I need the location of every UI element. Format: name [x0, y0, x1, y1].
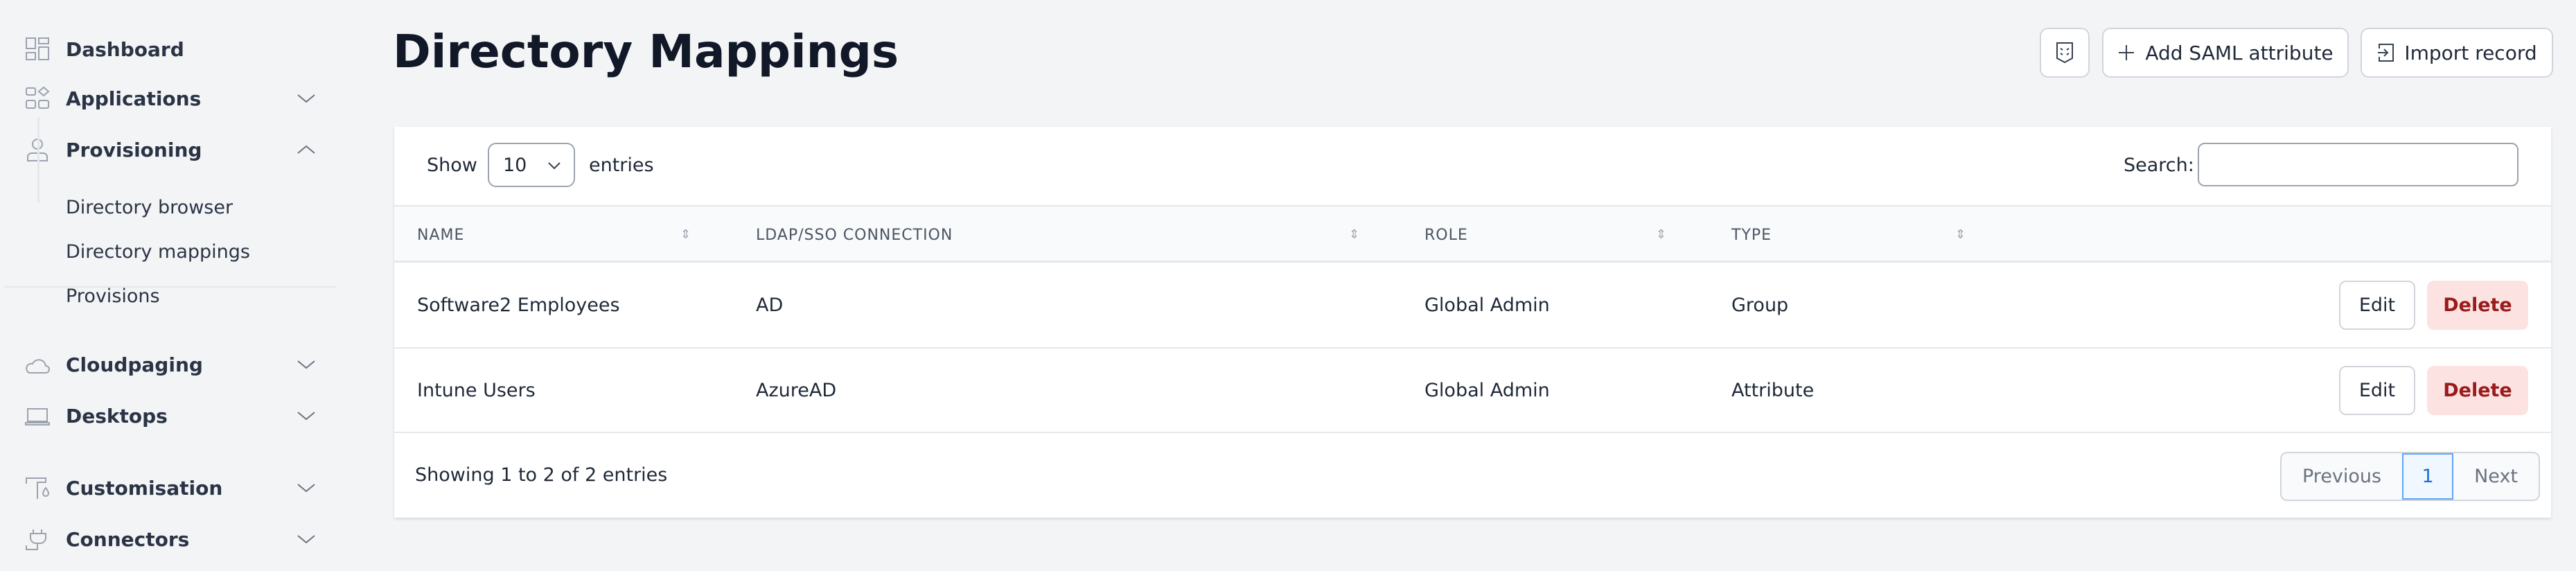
sort-icon[interactable]: ⇕	[1349, 227, 1360, 242]
edit-button[interactable]: Edit	[2339, 366, 2415, 415]
sort-icon[interactable]: ⇕	[1656, 227, 1667, 242]
laptop-icon	[25, 408, 50, 425]
mappings-table-card: Show 10 entries Search: NAME ⇕ LDAP/SSO …	[394, 127, 2551, 518]
entries-select[interactable]: 10	[488, 143, 575, 187]
sidebar-subitem-directory-browser[interactable]: Directory browser	[66, 196, 233, 218]
sort-icon[interactable]: ⇕	[680, 227, 691, 242]
submenu-line	[37, 118, 39, 202]
import-record-button[interactable]: Import record	[2361, 28, 2553, 78]
sidebar-subitem-directory-mappings[interactable]: Directory mappings	[66, 240, 250, 263]
page-1-button[interactable]: 1	[2402, 453, 2454, 500]
table-row: Intune Users AzureAD Global Admin Attrib…	[394, 349, 2551, 433]
column-connection[interactable]: LDAP/SSO CONNECTION	[756, 227, 953, 244]
add-saml-attribute-button[interactable]: Add SAML attribute	[2102, 28, 2349, 78]
cell-type: Attribute	[1731, 379, 1815, 401]
sidebar-item-customisation[interactable]: Customisation	[0, 467, 339, 509]
chevron-down-icon[interactable]	[297, 409, 316, 423]
cell-connection: AD	[756, 294, 784, 316]
table-info: Showing 1 to 2 of 2 entries	[415, 464, 668, 486]
sidebar-item-cloudpaging[interactable]: Cloudpaging	[0, 344, 339, 385]
chevron-down-icon[interactable]	[297, 532, 316, 546]
pagination: Previous 1 Next	[2280, 452, 2541, 501]
add-saml-attribute-label: Add SAML attribute	[2145, 41, 2334, 64]
docs-button[interactable]	[2040, 28, 2090, 78]
dashboard-icon	[26, 37, 49, 60]
column-name[interactable]: NAME	[417, 227, 465, 244]
chevron-down-icon[interactable]	[297, 481, 316, 495]
applications-icon	[26, 86, 50, 109]
sort-icon[interactable]: ⇕	[1955, 227, 1966, 242]
plus-icon	[2119, 45, 2135, 60]
sidebar-item-connectors[interactable]: Connectors	[0, 518, 339, 560]
cell-name: Intune Users	[417, 379, 536, 401]
chevron-up-icon[interactable]	[297, 143, 316, 157]
chevron-down-icon[interactable]	[297, 91, 316, 105]
cell-role: Global Admin	[1424, 379, 1550, 401]
entries-label: entries	[589, 155, 654, 176]
next-page-button[interactable]: Next	[2474, 466, 2518, 487]
delete-button[interactable]: Delete	[2427, 281, 2528, 330]
search-input[interactable]	[2198, 143, 2518, 186]
column-role[interactable]: ROLE	[1424, 227, 1468, 244]
cloud-icon	[26, 359, 50, 374]
column-type[interactable]: TYPE	[1731, 227, 1772, 244]
search-label: Search:	[2124, 155, 2194, 176]
book-icon	[2056, 42, 2073, 64]
sidebar-divider	[4, 286, 337, 288]
cell-connection: AzureAD	[756, 379, 837, 401]
show-label: Show	[427, 155, 477, 176]
entries-value: 10	[503, 154, 527, 176]
table-row: Software2 Employees AD Global Admin Grou…	[394, 263, 2551, 349]
sidebar-item-desktops[interactable]: Desktops	[0, 395, 339, 437]
cell-type: Group	[1731, 294, 1789, 316]
import-record-label: Import record	[2404, 41, 2537, 64]
sidebar-item-applications[interactable]: Applications	[0, 78, 339, 119]
import-icon	[2378, 44, 2394, 62]
edit-button[interactable]: Edit	[2339, 281, 2415, 330]
delete-button[interactable]: Delete	[2427, 366, 2528, 415]
chevron-down-icon	[548, 162, 561, 170]
sidebar-subitem-provisions[interactable]: Provisions	[66, 285, 160, 307]
chevron-down-icon[interactable]	[297, 358, 316, 371]
plug-icon	[26, 529, 46, 550]
cell-role: Global Admin	[1424, 294, 1550, 316]
sidebar-item-dashboard[interactable]: Dashboard	[0, 28, 339, 70]
table-header: NAME ⇕ LDAP/SSO CONNECTION ⇕ ROLE ⇕ TYPE…	[394, 205, 2551, 263]
sidebar-item-provisioning[interactable]: Provisioning	[0, 129, 339, 170]
previous-page-button[interactable]: Previous	[2302, 466, 2382, 487]
paint-roller-icon	[26, 477, 50, 499]
page-title: Directory Mappings	[393, 25, 899, 78]
cell-name: Software2 Employees	[417, 294, 620, 316]
